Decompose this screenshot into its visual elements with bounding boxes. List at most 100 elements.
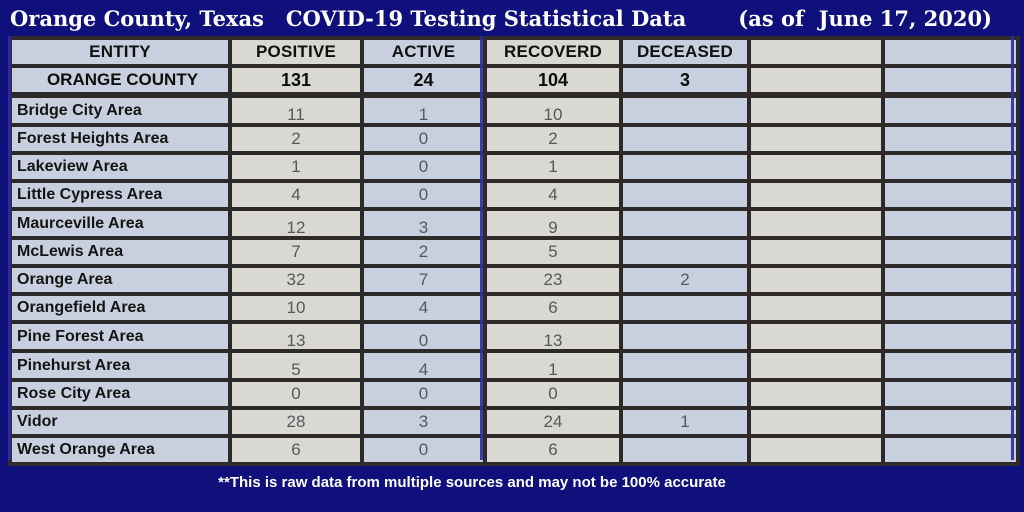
deceased-cell	[619, 434, 751, 466]
blank-cell	[747, 179, 885, 211]
recovered-cell: 9	[483, 207, 623, 240]
deceased-cell	[619, 207, 751, 240]
column-header-positive: POSITIVE	[228, 36, 364, 68]
active-cell: 2	[360, 236, 487, 268]
recovered-cell: 6	[483, 434, 623, 466]
blank-cell	[747, 264, 885, 296]
column-header-recovered: RECOVERD	[483, 36, 623, 68]
active-cell: 0	[360, 320, 487, 353]
active-cell: 3	[360, 207, 487, 240]
blank-cell	[747, 349, 885, 382]
active-cell: 0	[360, 378, 487, 410]
summary-active-cell: 24	[360, 64, 487, 98]
entity-cell: McLewis Area	[8, 236, 232, 268]
recovered-cell: 5	[483, 236, 623, 268]
blank-cell	[747, 320, 885, 353]
recovered-cell: 2	[483, 123, 623, 155]
deceased-cell	[619, 93, 751, 127]
deceased-cell: 2	[619, 264, 751, 296]
blank-cell	[747, 93, 885, 127]
recovered-cell: 10	[483, 93, 623, 127]
entity-cell: Bridge City Area	[8, 93, 232, 127]
blank-cell	[881, 406, 1020, 438]
table-row: Maurceville Area 12 3 9	[8, 207, 1020, 240]
recovered-cell: 24	[483, 406, 623, 438]
active-cell: 4	[360, 292, 487, 324]
blank-cell	[881, 378, 1020, 410]
table-row: Rose City Area 0 0 0	[8, 378, 1020, 410]
active-cell: 0	[360, 179, 487, 211]
blank-cell	[747, 378, 885, 410]
blank-cell	[881, 207, 1020, 240]
column-header-blank-2	[881, 36, 1020, 68]
title-date: (as of June 17, 2020)	[738, 5, 992, 31]
positive-cell: 0	[228, 378, 364, 410]
positive-cell: 11	[228, 93, 364, 127]
summary-entity-cell: ORANGE COUNTY	[8, 64, 232, 98]
deceased-cell	[619, 151, 751, 183]
entity-cell: Orange Area	[8, 264, 232, 296]
summary-blank-cell	[881, 64, 1020, 98]
active-cell: 4	[360, 349, 487, 382]
header-row: ENTITY POSITIVE ACTIVE RECOVERD DECEASED	[8, 36, 1020, 68]
table-row: Orangefield Area 10 4 6	[8, 292, 1020, 324]
page-title: Orange County, Texas COVID-19 Testing St…	[10, 5, 687, 31]
positive-cell: 1	[228, 151, 364, 183]
blank-cell	[881, 292, 1020, 324]
active-cell: 0	[360, 123, 487, 155]
summary-deceased-cell: 3	[619, 64, 751, 98]
deceased-cell	[619, 123, 751, 155]
positive-cell: 12	[228, 207, 364, 240]
active-cell: 1	[360, 93, 487, 127]
blank-cell	[881, 93, 1020, 127]
entity-cell: Lakeview Area	[8, 151, 232, 183]
table-row: McLewis Area 7 2 5	[8, 236, 1020, 268]
entity-cell: Rose City Area	[8, 378, 232, 410]
covid-table: ENTITY POSITIVE ACTIVE RECOVERD DECEASED…	[8, 36, 1020, 466]
table-row: Orange Area 32 7 23 2	[8, 264, 1020, 296]
deceased-cell	[619, 179, 751, 211]
blank-cell	[881, 264, 1020, 296]
entity-cell: Pinehurst Area	[8, 349, 232, 382]
recovered-cell: 1	[483, 349, 623, 382]
deceased-cell	[619, 378, 751, 410]
table-row: Bridge City Area 11 1 10	[8, 93, 1020, 127]
page-break-line-left	[8, 36, 11, 460]
positive-cell: 4	[228, 179, 364, 211]
table-row: West Orange Area 6 0 6	[8, 434, 1020, 466]
page-break-line-right	[1011, 36, 1014, 460]
recovered-cell: 0	[483, 378, 623, 410]
positive-cell: 5	[228, 349, 364, 382]
column-header-deceased: DECEASED	[619, 36, 751, 68]
recovered-cell: 4	[483, 179, 623, 211]
entity-cell: Vidor	[8, 406, 232, 438]
summary-row: ORANGE COUNTY 131 24 104 3	[8, 64, 1020, 98]
active-cell: 7	[360, 264, 487, 296]
summary-positive-cell: 131	[228, 64, 364, 98]
blank-cell	[747, 123, 885, 155]
summary-recovered-cell: 104	[483, 64, 623, 98]
column-header-entity: ENTITY	[8, 36, 232, 68]
recovered-cell: 1	[483, 151, 623, 183]
blank-cell	[747, 292, 885, 324]
deceased-cell	[619, 292, 751, 324]
blank-cell	[747, 151, 885, 183]
blank-cell	[881, 179, 1020, 211]
blank-cell	[747, 406, 885, 438]
recovered-cell: 23	[483, 264, 623, 296]
table-row: Forest Heights Area 2 0 2	[8, 123, 1020, 155]
table-row: Vidor 28 3 24 1	[8, 406, 1020, 438]
blank-cell	[747, 236, 885, 268]
table-row: Pinehurst Area 5 4 1	[8, 349, 1020, 382]
positive-cell: 13	[228, 320, 364, 353]
footer-note: **This is raw data from multiple sources…	[218, 474, 726, 491]
active-cell: 0	[360, 151, 487, 183]
table-row: Little Cypress Area 4 0 4	[8, 179, 1020, 211]
blank-cell	[881, 349, 1020, 382]
blank-cell	[881, 236, 1020, 268]
covid-table-wrap: ENTITY POSITIVE ACTIVE RECOVERD DECEASED…	[8, 36, 1020, 466]
positive-cell: 32	[228, 264, 364, 296]
title-bar: Orange County, Texas COVID-19 Testing St…	[0, 0, 1024, 36]
blank-cell	[747, 434, 885, 466]
